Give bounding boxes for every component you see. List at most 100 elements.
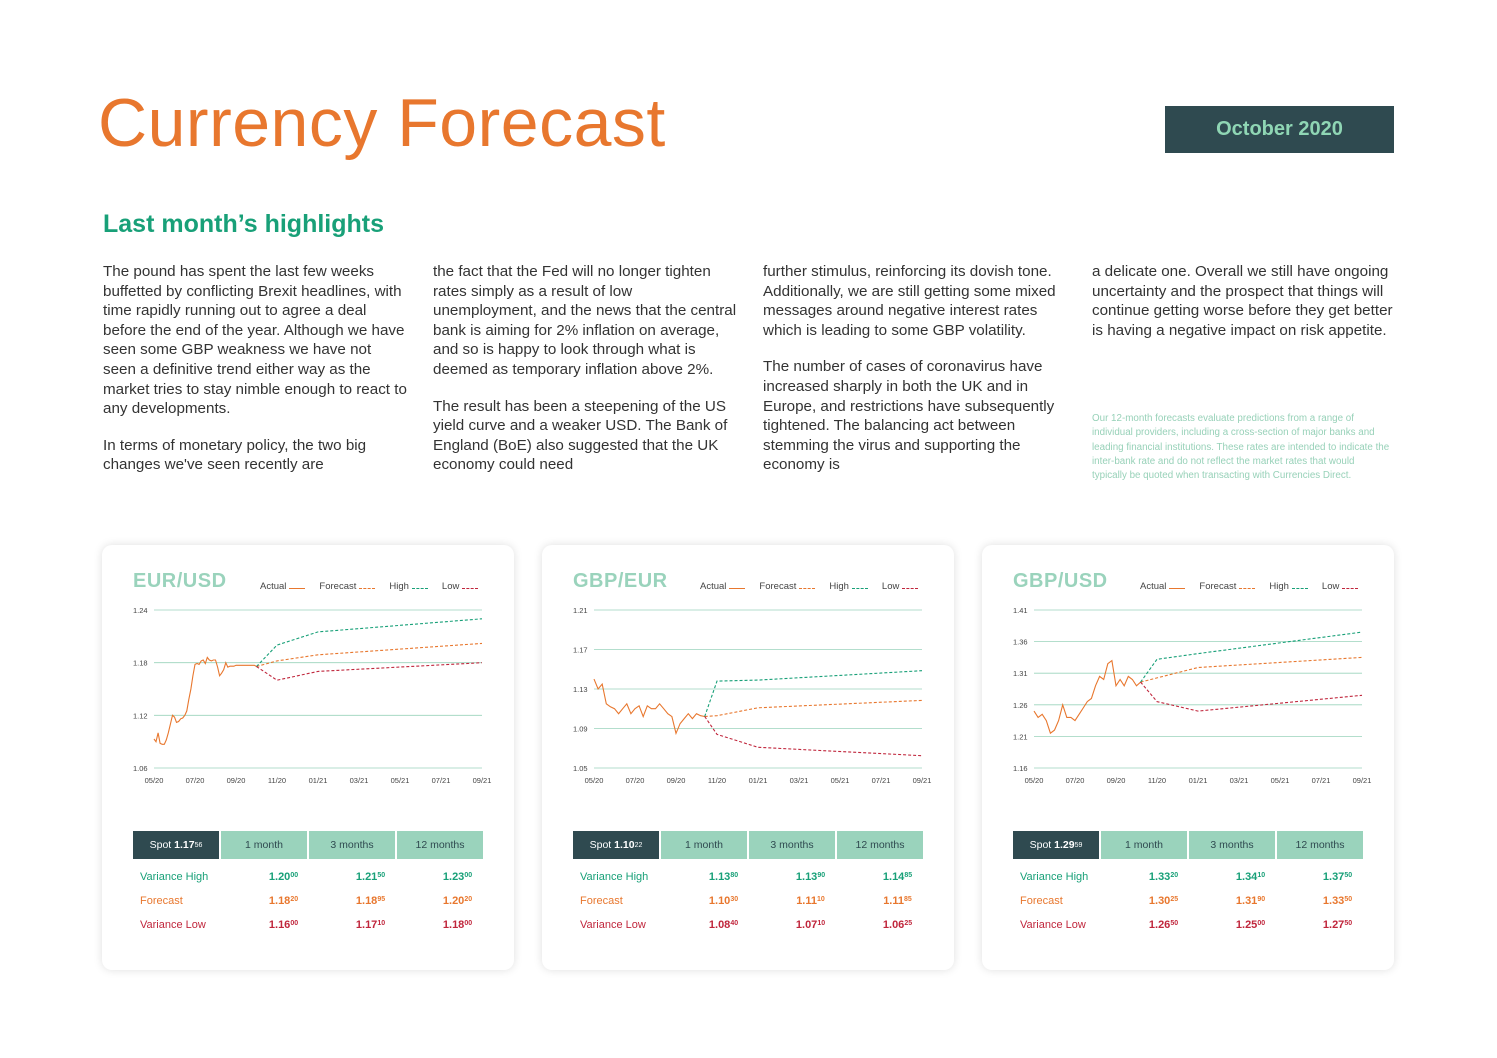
series-low-line: [1140, 681, 1363, 712]
disclaimer: Our 12-month forecasts evaluate predicti…: [1092, 413, 1390, 482]
highlights-heading: Last month’s highlights: [103, 210, 385, 238]
spot-value-pips: 59: [1074, 841, 1083, 849]
legend-swatch: [359, 588, 376, 589]
legend-forecast: Forecast: [759, 581, 816, 592]
legend-swatch: [851, 588, 868, 589]
row-forecast: Forecast 1.1820 1.1895 1.2020: [140, 895, 501, 907]
legend-label: High: [829, 581, 849, 592]
x-tick-label: 05/20: [1025, 776, 1044, 785]
legend-swatch: [799, 588, 816, 589]
rate-value: 1.3025: [1148, 895, 1179, 907]
legend-label: Forecast: [759, 581, 797, 592]
legend-low: Low: [881, 581, 919, 592]
x-tick-label: 11/20: [268, 776, 286, 785]
series-high-line: [256, 618, 483, 667]
line-chart: 1.41 1.36 1.31 1.26 1.21 1.16 05/20 07/20 09/20 1…: [1013, 606, 1371, 785]
y-tick-label: 1.09: [573, 725, 588, 734]
rate-value: 1.1380: [708, 871, 739, 883]
legend-swatch: [411, 588, 428, 589]
series-high-line: [704, 670, 923, 717]
legend-swatch: [1169, 588, 1186, 589]
x-tick-label: 09/20: [227, 776, 246, 785]
header-12-months: 12 months: [1277, 831, 1363, 859]
x-tick-label: 09/20: [1107, 776, 1126, 785]
rate-value: 1.2750: [1322, 919, 1353, 931]
x-tick-label: 07/21: [872, 776, 891, 785]
rate-value: 1.2300: [442, 871, 473, 883]
legend-swatch: [729, 588, 746, 589]
legend-label: Low: [881, 581, 900, 592]
spot-rate: Spot 1.17 56: [133, 831, 219, 859]
spot-value-pips: 22: [634, 841, 643, 849]
legend-high: High: [829, 581, 868, 592]
rate-value: 1.3410: [1235, 871, 1266, 883]
header-1-month: 1 month: [221, 831, 307, 859]
forecast-table-header: Spot 1.10 22 1 month 3 months 12 months: [573, 831, 923, 859]
x-tick-label: 09/20: [667, 776, 686, 785]
x-tick-label: 11/20: [1148, 776, 1166, 785]
row-label: Variance High: [140, 871, 209, 883]
x-tick-label: 07/20: [626, 776, 645, 785]
x-tick-label: 07/20: [186, 776, 205, 785]
legend-label: Forecast: [1199, 581, 1237, 592]
rate-value: 1.1600: [268, 919, 299, 931]
paragraph: The result has been a steepening of the …: [433, 397, 728, 474]
text-column-2: the fact that the Fed will no longer tig…: [433, 262, 738, 492]
date-badge: October 2020: [1165, 106, 1394, 153]
rate-value: 1.2000: [268, 871, 299, 883]
legend-swatch: [289, 588, 306, 589]
legend-low: Low: [442, 581, 479, 592]
series-low-line: [704, 716, 923, 757]
rate-value: 1.1185: [883, 895, 912, 907]
series-actual-line: [593, 678, 705, 736]
y-tick-label: 1.06: [133, 764, 148, 773]
rate-value: 1.0625: [882, 919, 913, 931]
legend-label: High: [389, 581, 409, 592]
row-high: Variance High 1.1380 1.1390 1.1485: [580, 871, 941, 883]
y-tick-label: 1.24: [133, 606, 148, 615]
chart-legend: Actual Forecast High Low: [700, 581, 919, 592]
x-tick-label: 11/20: [708, 776, 726, 785]
spot-value: 1.10: [614, 839, 635, 851]
y-tick-label: 1.18: [133, 659, 148, 668]
x-tick-label: 03/21: [350, 776, 369, 785]
y-tick-label: 1.05: [573, 764, 588, 773]
row-low: Variance Low 1.1600 1.1710 1.1800: [140, 919, 501, 931]
legend-swatch: [462, 588, 479, 589]
rate-value: 1.2020: [442, 895, 473, 907]
spot-value: 1.17: [174, 839, 195, 851]
y-tick-label: 1.17: [573, 646, 588, 655]
rate-value: 1.0840: [708, 919, 739, 931]
y-tick-label: 1.21: [573, 606, 588, 615]
row-high: Variance High 1.3320 1.3410 1.3750: [1020, 871, 1381, 883]
row-label: Variance Low: [140, 919, 206, 931]
row-label: Forecast: [140, 895, 183, 907]
legend-high: High: [1269, 581, 1308, 592]
rate-value: 1.3350: [1322, 895, 1353, 907]
series-low-line: [256, 662, 483, 681]
y-tick-label: 1.36: [1013, 638, 1028, 647]
currency-pair-title: GBP/EUR: [573, 570, 668, 592]
x-tick-label: 05/20: [585, 776, 604, 785]
x-tick-label: 05/21: [391, 776, 410, 785]
x-tick-label: 01/21: [309, 776, 328, 785]
paragraph: further stimulus, reinforcing its dovish…: [763, 263, 1056, 339]
rate-value: 1.1110: [796, 895, 825, 907]
text-column-3: further stimulus, reinforcing its dovish…: [763, 262, 1068, 492]
row-forecast: Forecast 1.3025 1.3190 1.3350: [1020, 895, 1381, 907]
row-high: Variance High 1.2000 1.2150 1.2300: [140, 871, 501, 883]
y-tick-label: 1.16: [1013, 764, 1028, 773]
rate-value: 1.2150: [355, 871, 386, 883]
rate-value: 1.3750: [1322, 871, 1353, 883]
legend-swatch: [1342, 588, 1359, 589]
paragraph: the fact that the Fed will no longer tig…: [433, 263, 737, 378]
spot-label: Spot: [589, 839, 612, 851]
row-label: Variance High: [1020, 871, 1089, 883]
rate-value: 1.1895: [355, 895, 386, 907]
currency-pair-title: GBP/USD: [1013, 570, 1108, 592]
x-tick-label: 07/20: [1066, 776, 1085, 785]
text-column-4: a delicate one. Overall we still have on…: [1092, 262, 1397, 357]
row-label: Variance High: [580, 871, 649, 883]
series-high-line: [1140, 631, 1363, 683]
y-tick-label: 1.21: [1013, 732, 1028, 741]
